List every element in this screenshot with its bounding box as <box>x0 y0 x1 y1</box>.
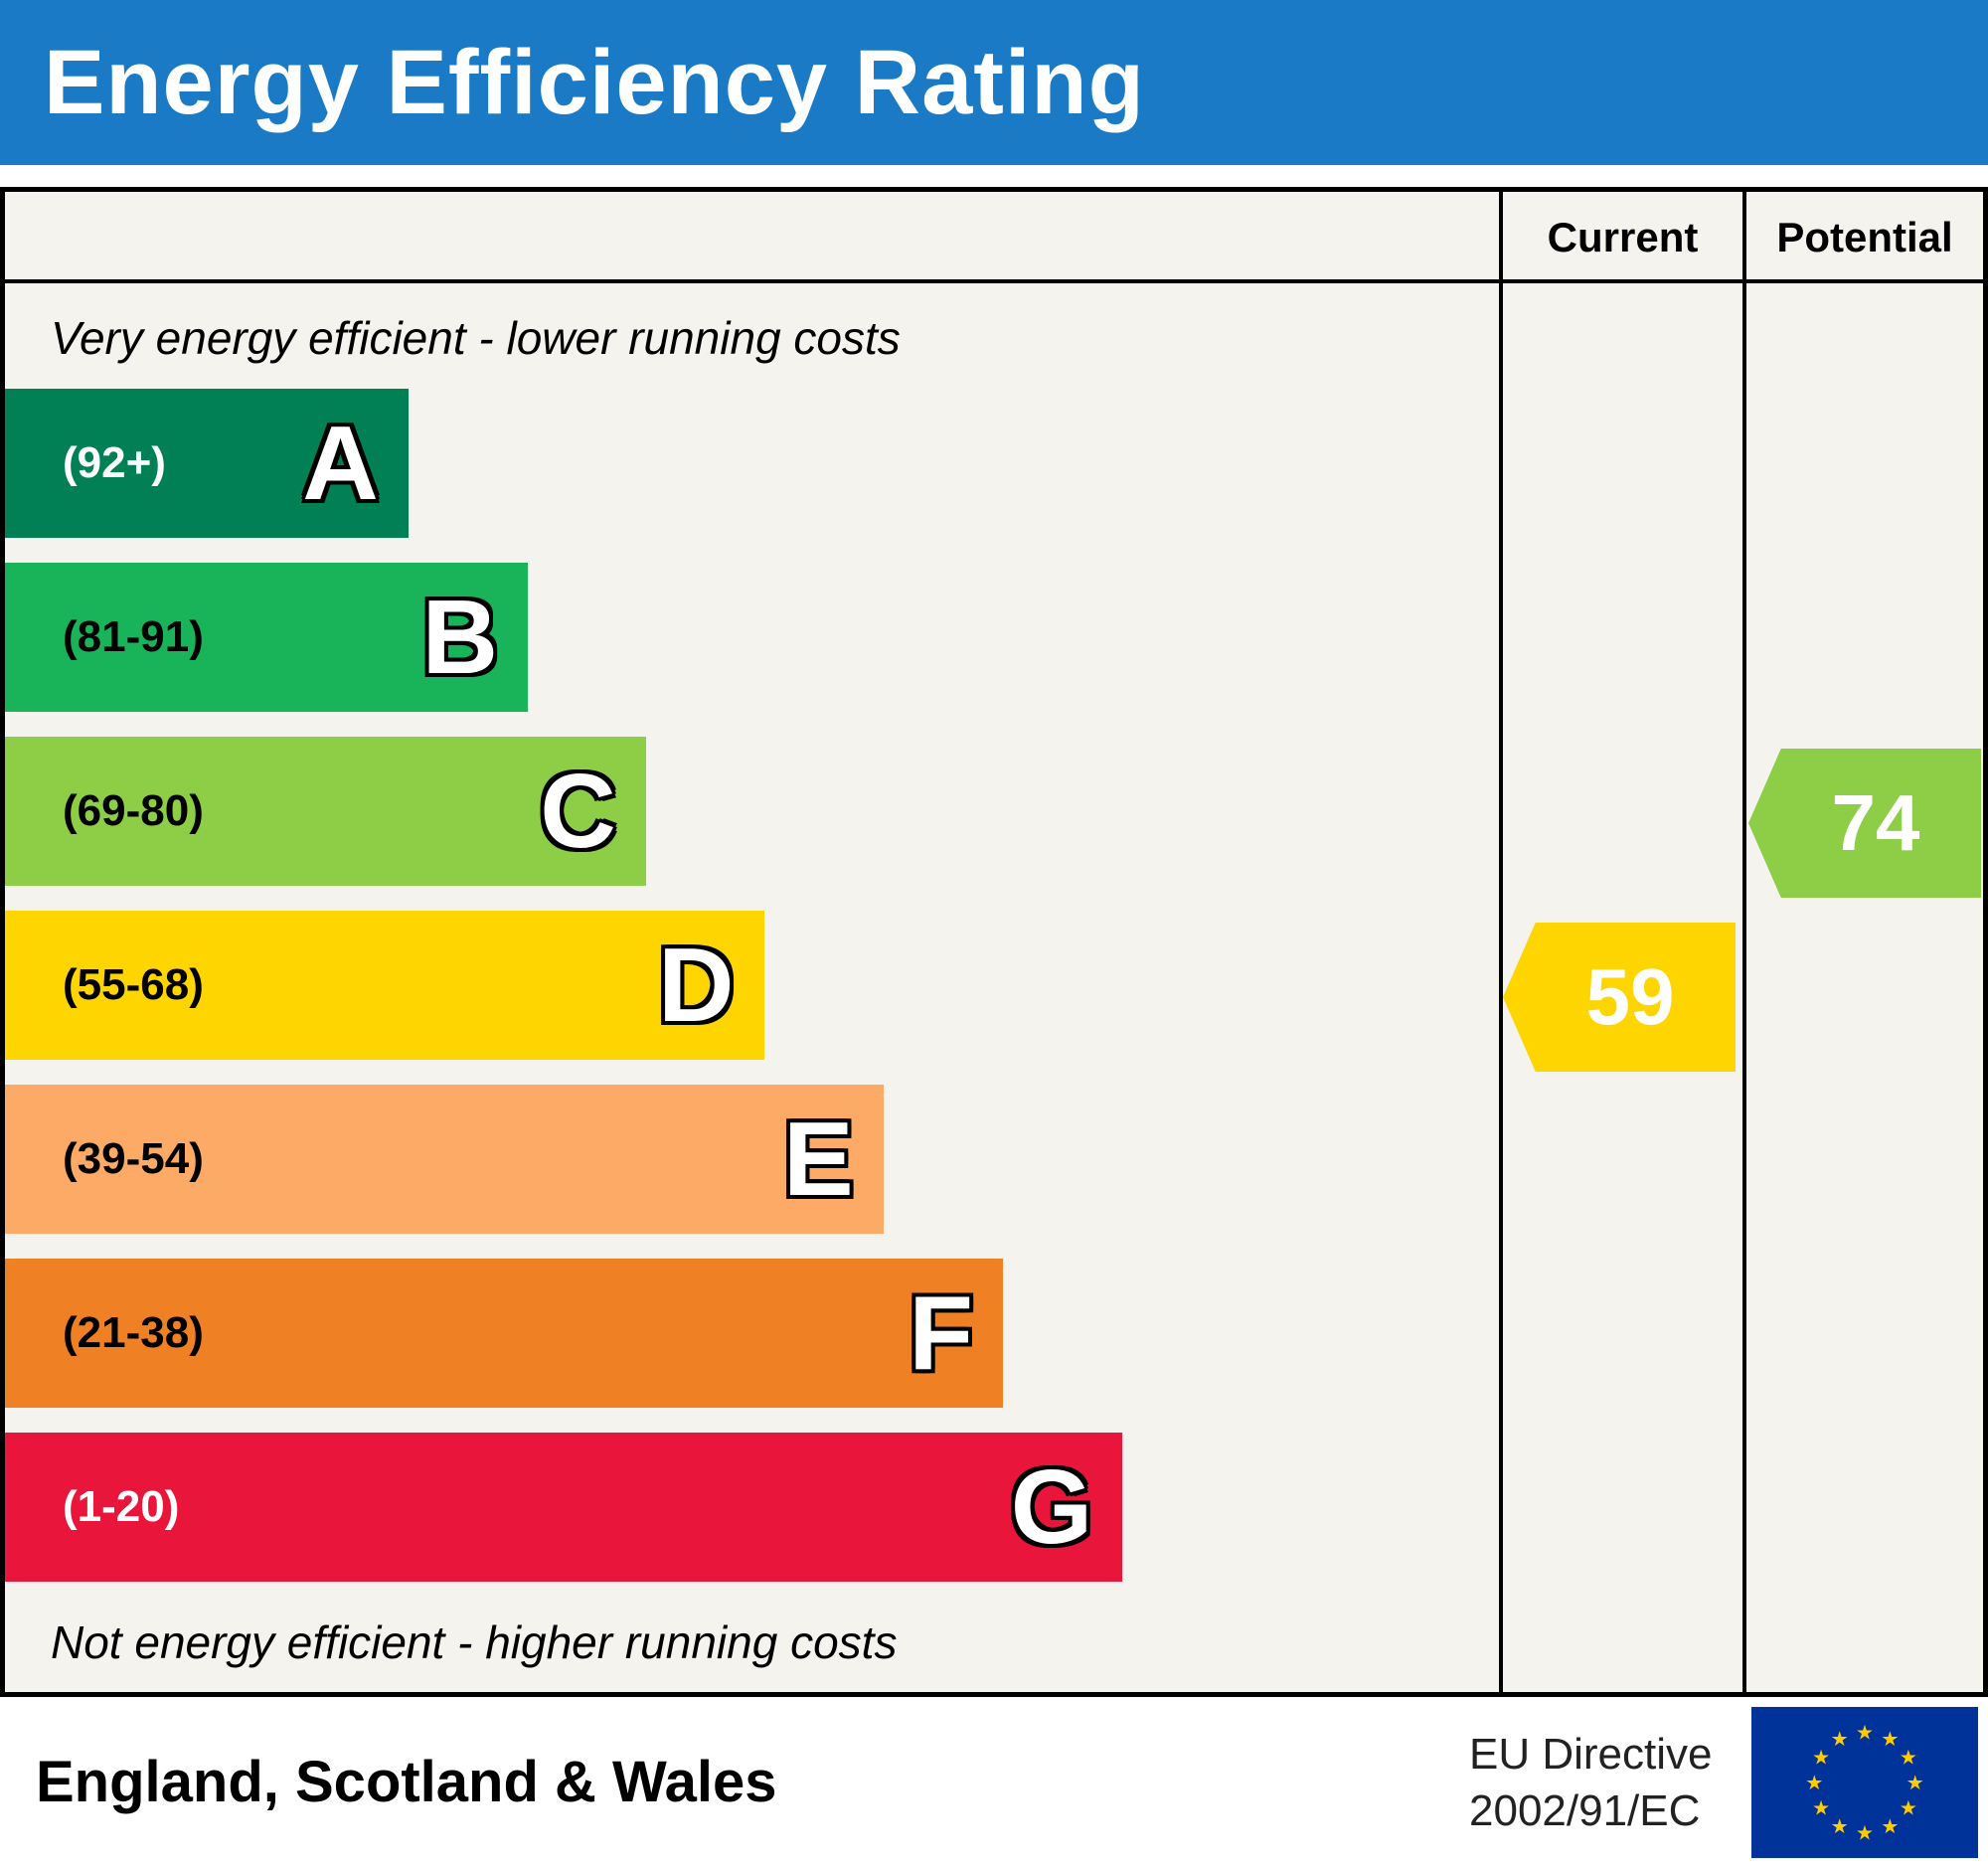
svg-text:★: ★ <box>1881 1727 1899 1751</box>
band-row-B: (81-91) B <box>5 563 1499 737</box>
footer: England, Scotland & Wales EU Directive 2… <box>0 1697 1988 1867</box>
band-range-label: (81-91) <box>63 612 204 661</box>
eu-directive-line1: EU Directive <box>1469 1729 1713 1779</box>
band-letter: G <box>1010 1448 1093 1566</box>
band-bar-E: (39-54) E <box>5 1085 884 1234</box>
band-row-D: (55-68) D <box>5 911 1499 1085</box>
svg-text:★: ★ <box>1812 1745 1830 1769</box>
band-range-label: (39-54) <box>63 1134 204 1183</box>
band-row-C: (69-80) C <box>5 737 1499 911</box>
band-range-label: (92+) <box>63 438 166 487</box>
region-label: England, Scotland & Wales <box>36 1750 777 1814</box>
chart-frame: Current Potential Very energy efficient … <box>0 187 1988 1697</box>
band-range-label: (1-20) <box>63 1482 180 1531</box>
band-range-label: (69-80) <box>63 786 204 835</box>
band-bar-D: (55-68) D <box>5 911 764 1060</box>
potential-rating-marker: 74 <box>1748 749 1981 898</box>
svg-text:★: ★ <box>1906 1771 1924 1794</box>
svg-text:★: ★ <box>1831 1727 1849 1751</box>
band-range-label: (55-68) <box>63 960 204 1009</box>
potential-column-header: Potential <box>1776 214 1953 260</box>
current-column-divider <box>1499 192 1503 1692</box>
band-letter: E <box>783 1101 854 1218</box>
svg-text:★: ★ <box>1900 1745 1917 1769</box>
svg-text:★: ★ <box>1812 1795 1830 1819</box>
band-letter: A <box>302 405 379 522</box>
band-row-E: (39-54) E <box>5 1085 1499 1259</box>
chart-inner: Current Potential Very energy efficient … <box>5 192 1983 1692</box>
eu-directive-line2: 2002/91/EC <box>1469 1785 1701 1835</box>
eu-directive-label: EU Directive 2002/91/EC <box>1469 1725 1713 1838</box>
bottom-note: Not energy efficient - higher running co… <box>51 1616 898 1668</box>
current-column-header: Current <box>1547 214 1699 260</box>
band-bar-F: (21-38) F <box>5 1259 1003 1408</box>
column-header-row <box>5 192 1983 283</box>
page-title: Energy Efficiency Rating <box>44 31 1145 133</box>
svg-text:★: ★ <box>1900 1795 1917 1819</box>
svg-text:★: ★ <box>1881 1813 1899 1837</box>
band-letter: C <box>540 753 616 870</box>
svg-text:★: ★ <box>1805 1771 1823 1794</box>
band-row-A: (92+) A <box>5 389 1499 563</box>
potential-column-divider <box>1742 192 1746 1692</box>
rating-bands: (92+) A (81-91) B (69-80) C (55-68) D (39-54) E (2… <box>5 389 1499 1607</box>
current-rating-marker: 59 <box>1503 923 1736 1072</box>
title-bar: Energy Efficiency Rating <box>0 0 1988 165</box>
band-letter: D <box>657 927 735 1044</box>
eu-flag-icon: ★ ★ ★ ★ ★ ★ ★ ★ ★ ★ ★ ★ <box>1751 1706 1978 1858</box>
band-bar-C: (69-80) C <box>5 737 646 886</box>
current-rating-value: 59 <box>1585 952 1675 1041</box>
band-bar-A: (92+) A <box>5 389 409 538</box>
band-row-G: (1-20) G <box>5 1433 1499 1607</box>
potential-rating-value: 74 <box>1831 778 1920 867</box>
svg-text:★: ★ <box>1856 1720 1874 1744</box>
band-letter: B <box>421 579 499 696</box>
svg-text:★: ★ <box>1856 1820 1874 1844</box>
svg-text:★: ★ <box>1831 1813 1849 1837</box>
band-row-F: (21-38) F <box>5 1259 1499 1433</box>
band-letter: F <box>909 1274 973 1392</box>
top-note: Very energy efficient - lower running co… <box>51 312 901 364</box>
band-bar-G: (1-20) G <box>5 1433 1123 1582</box>
band-range-label: (21-38) <box>63 1308 204 1357</box>
band-bar-B: (81-91) B <box>5 563 529 712</box>
